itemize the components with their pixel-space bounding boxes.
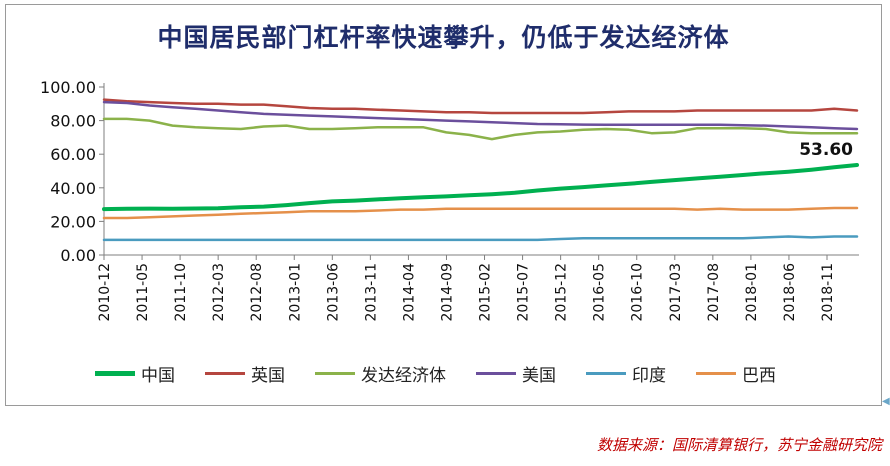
y-tick-label: 80.00 [50,112,96,131]
legend-swatch [95,371,135,376]
x-tick-label: 2013-01 [287,263,303,322]
chart-legend: 中国 英国 发达经济体 美国 印度 巴西 [95,361,875,386]
x-tick-label: 2017-03 [668,263,684,322]
x-tick-label: 2010-12 [97,263,113,322]
x-tick-label: 2018-06 [782,263,798,322]
x-tick-label: 2014-04 [401,263,417,322]
x-tick-label: 2011-05 [135,263,151,322]
y-tick-label: 100.00 [40,78,96,97]
legend-item: 巴西 [696,361,776,386]
x-tick-label: 2015-07 [516,263,532,322]
y-tick-label: 60.00 [50,145,96,164]
source-note: 数据来源：国际清算银行，苏宁金融研究院 [596,436,882,454]
series-line-发达经济体 [102,117,859,141]
y-tick-label: 0.00 [60,246,96,265]
legend-swatch [315,372,355,375]
x-tick-label: 2017-08 [706,263,722,322]
chart-title: 中国居民部门杠杆率快速攀升，仍低于发达经济体 [157,23,730,52]
resize-handle-icon[interactable]: ◀ [882,396,890,407]
y-tick-label: 40.00 [50,179,96,198]
legend-label: 印度 [632,366,666,386]
legend-item: 英国 [205,361,285,386]
legend-swatch [696,372,736,375]
legend-item: 印度 [586,361,666,386]
series-line-美国 [102,100,859,131]
series-line-巴西 [102,206,859,220]
x-tick-label: 2013-11 [363,263,379,322]
x-tick-label: 2015-02 [478,263,494,322]
legend-item: 中国 [95,361,175,386]
chart-frame [5,4,882,406]
legend-swatch [205,372,245,375]
x-tick-label: 2011-10 [173,263,189,322]
legend-item: 美国 [476,361,556,386]
y-tick-label: 20.00 [50,212,96,231]
legend-swatch [476,372,516,375]
x-tick-label: 2013-06 [325,263,341,322]
x-tick-label: 2015-12 [554,263,570,322]
series-line-印度 [102,235,859,242]
x-tick-label: 2018-01 [744,263,760,322]
x-tick-label: 2018-11 [820,263,836,322]
legend-label: 英国 [251,366,285,386]
x-tick-label: 2012-03 [211,263,227,322]
x-tick-label: 2012-08 [249,263,265,322]
legend-item: 发达经济体 [315,361,446,386]
series-line-中国 [102,163,859,212]
data-label: 53.60 [799,140,853,160]
legend-label: 美国 [522,366,556,386]
legend-label: 发达经济体 [361,366,446,386]
legend-swatch [586,372,626,375]
series-line-英国 [102,98,859,115]
x-tick-label: 2016-05 [592,263,608,322]
legend-label: 巴西 [742,366,776,386]
legend-label: 中国 [141,366,175,386]
x-tick-label: 2016-10 [630,263,646,322]
x-tick-label: 2014-09 [439,263,455,322]
